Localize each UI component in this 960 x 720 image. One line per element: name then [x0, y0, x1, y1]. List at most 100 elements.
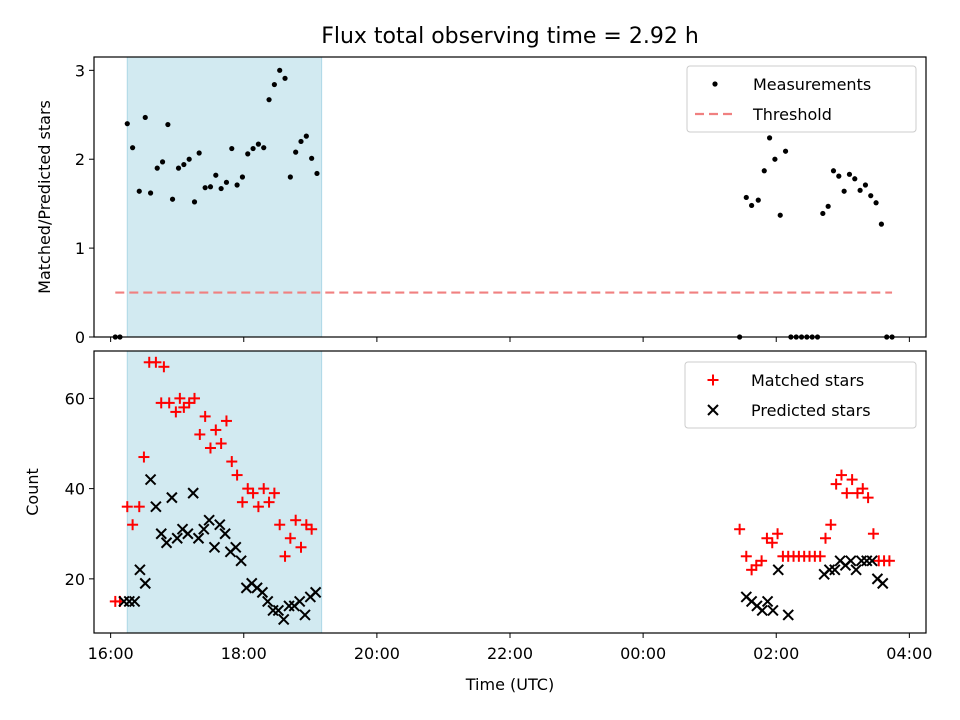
measurement-point: [154, 165, 160, 171]
legend-matched-swatch: [707, 374, 719, 386]
predicted-star-point: [845, 555, 857, 567]
y-tick-label: 20: [65, 570, 85, 589]
matched-star-point: [306, 523, 318, 535]
observing-window-bottom: [126, 350, 323, 634]
chart-title: Flux total observing time = 2.92 h: [321, 24, 699, 49]
measurement-point: [282, 75, 288, 81]
measurement-point: [196, 150, 202, 156]
predicted-star-point: [850, 564, 862, 576]
measurement-point: [165, 121, 171, 128]
measurement-point: [261, 145, 267, 151]
predicted-star-point: [230, 541, 242, 553]
measurement-point: [245, 151, 251, 157]
matched-star-point: [174, 392, 186, 404]
measurement-point: [293, 149, 299, 155]
measurement-point: [159, 159, 166, 165]
matched-star-point: [204, 442, 216, 454]
ratio-legend: Measurements Threshold: [686, 65, 917, 133]
matched-star-point: [772, 528, 784, 540]
measurement-point: [857, 187, 863, 193]
predicted-star-point: [782, 609, 794, 621]
measurement-point: [181, 161, 187, 168]
legend-box: [686, 65, 917, 133]
counts-panel-series: [109, 356, 895, 626]
predicted-star-point: [166, 491, 178, 504]
ratio-y-axis-label: Matched/Predicted stars: [35, 100, 54, 294]
predicted-star-point: [134, 564, 146, 576]
predicted-star-point: [187, 487, 199, 499]
y-tick-label: 0: [75, 328, 85, 347]
measurement-point: [124, 121, 130, 127]
measurement-point: [130, 145, 136, 151]
predicted-star-point: [235, 555, 247, 567]
predicted-star-point: [293, 595, 306, 608]
matched-star-point: [279, 550, 291, 562]
y-tick-label: 1: [75, 239, 85, 258]
predicted-star-point: [214, 519, 226, 531]
matched-star-point: [263, 496, 275, 508]
matched-star-point: [231, 469, 243, 481]
predicted-star-point: [155, 528, 167, 540]
y-tick-label: 3: [75, 61, 85, 80]
matched-star-point: [247, 487, 259, 499]
matched-star-point: [220, 415, 232, 427]
x-tick-label: 00:00: [620, 644, 666, 663]
matched-star-point: [274, 519, 286, 531]
ratio-panel-ticks: 0 1 2 3: [75, 61, 910, 347]
predicted-star-point: [150, 500, 162, 513]
counts-y-axis-label: Count: [23, 468, 42, 516]
x-tick-label: 20:00: [354, 644, 400, 663]
predicted-star-point: [866, 555, 878, 567]
measurement-point: [250, 145, 256, 152]
x-axis-label: Time (UTC): [465, 675, 554, 694]
matched-star-point: [830, 478, 842, 490]
matched-star-point: [867, 528, 879, 540]
matched-star-point: [133, 501, 145, 513]
matched-star-point: [857, 483, 869, 495]
legend-box: [684, 361, 917, 429]
predicted-star-point: [144, 473, 157, 486]
matched-star-point: [194, 428, 206, 440]
legend-measurement-swatch: [712, 81, 718, 87]
measurement-point: [868, 193, 874, 199]
predicted-star-point: [198, 523, 210, 535]
matched-star-point: [127, 519, 139, 531]
measurement-point: [218, 185, 224, 192]
measurement-point: [782, 148, 789, 154]
measurement-point: [830, 168, 837, 174]
legend-label: Measurements: [753, 75, 871, 94]
x-tick-label: 04:00: [886, 644, 932, 663]
matched-star-point: [210, 424, 222, 436]
y-tick-label: 40: [65, 480, 85, 499]
measurement-point: [213, 172, 219, 178]
matched-star-point: [199, 410, 211, 422]
measurement-point: [147, 190, 154, 196]
predicted-star-point: [877, 577, 889, 590]
matched-star-point: [150, 356, 162, 368]
matched-star-point: [226, 456, 238, 468]
matched-star-point: [268, 487, 280, 499]
legend-predicted-swatch: [707, 404, 719, 416]
measurement-point: [749, 202, 755, 209]
measurement-point: [852, 176, 858, 182]
measurement-point: [761, 168, 767, 174]
measurement-point: [287, 174, 293, 180]
predicted-star-point: [262, 595, 274, 608]
matched-star-point: [295, 541, 307, 553]
matched-star-point: [734, 523, 746, 535]
counts-panel: 20 40 60 16:00 18:00 20:00 22:00 00:00 02:00 04:0…: [23, 350, 932, 663]
matched-star-point: [835, 469, 847, 481]
measurement-point: [878, 221, 885, 227]
matched-star-point: [862, 492, 874, 504]
measurement-point: [766, 135, 773, 141]
measurement-point: [136, 188, 142, 194]
matched-star-point: [883, 555, 895, 567]
predicted-star-point: [219, 528, 231, 540]
predicted-star-point: [139, 577, 151, 590]
legend-label: Threshold: [752, 105, 832, 124]
measurement-point: [277, 67, 283, 73]
measurement-point: [314, 170, 320, 177]
predicted-star-point: [309, 586, 322, 599]
measurement-point: [873, 200, 879, 206]
